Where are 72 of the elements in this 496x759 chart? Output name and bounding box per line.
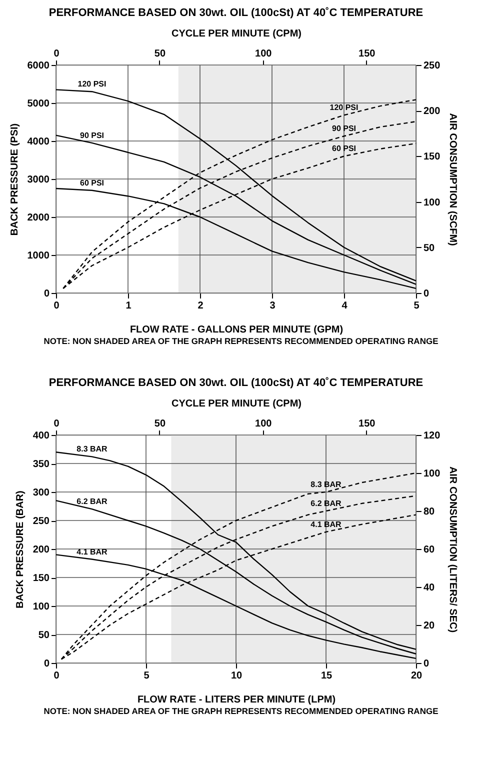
y-tick-label: 250 [32, 516, 50, 527]
x-tick-label: 0 [54, 670, 60, 682]
x-tick-label: 1 [126, 300, 132, 312]
y2-tick-label: 150 [424, 152, 441, 163]
series-label: 90 PSI [80, 130, 104, 140]
x-tick-label: 2 [198, 300, 204, 312]
y2-tick-label: 0 [424, 288, 430, 300]
y-tick-label: 100 [32, 602, 50, 612]
x-tick-label: 5 [414, 300, 420, 312]
y2-tick-label: 20 [424, 620, 436, 632]
y2-tick-label: 120 [424, 430, 441, 442]
series-label: 120 PSI [78, 80, 106, 89]
y-axis-title: BACK PRESSURE (PSI) [9, 123, 20, 236]
y-tick-label: 0 [44, 288, 50, 300]
y-tick-label: 5000 [27, 98, 50, 110]
y-tick-label: 1000 [27, 250, 50, 262]
x2-tick-label: 50 [154, 418, 166, 430]
series-label: 120 PSI [330, 103, 358, 112]
series-label: 8.3 BAR [310, 480, 342, 489]
y2-axis-title: AIR CONSUMPTION (SCFM) [447, 113, 458, 246]
y2-tick-label: 100 [424, 197, 441, 208]
y-axis-title: BACK PRESSURE (BAR) [14, 490, 26, 608]
x2-axis-title: CYCLE PER MINUTE (CPM) [172, 398, 302, 410]
y-tick-label: 150 [32, 573, 50, 584]
series-label: 4.1 BAR [310, 520, 342, 529]
chart-title: PERFORMANCE BASED ON 30wt. OIL (100cSt) AT 40˚C TEMPERATURE [48, 377, 424, 389]
x2-tick-label: 50 [154, 48, 166, 60]
y2-tick-label: 40 [424, 582, 436, 594]
y-tick-label: 4000 [27, 136, 50, 148]
x-axis-title: FLOW RATE - LITERS PER MINUTE (LPM) [137, 694, 336, 706]
x-axis-title: FLOW RATE - GALLONS PER MINUTE (GPM) [130, 324, 344, 336]
series-label: 4.1 BAR [76, 547, 108, 556]
x-tick-label: 10 [230, 670, 242, 682]
y2-tick-label: 60 [424, 544, 436, 556]
x2-axis-title: CYCLE PER MINUTE (CPM) [172, 28, 302, 40]
x-tick-label: 4 [342, 300, 348, 312]
x2-tick-label: 100 [255, 48, 272, 60]
x-tick-label: 3 [270, 300, 276, 312]
text: NOTE: NON SHADED AREA OF THE GRAPH REPRESENTS RECOMMENDED OPERATING RANGE [44, 336, 439, 346]
y-tick-label: 3000 [27, 174, 50, 186]
y2-tick-label: 250 [424, 60, 441, 72]
y-tick-label: 300 [32, 488, 50, 498]
x2-tick-label: 0 [54, 48, 60, 60]
y2-tick-label: 50 [424, 242, 436, 254]
chart-title: PERFORMANCE BASED ON 30wt. OIL (100cSt) AT 40˚C TEMPERATURE [48, 7, 424, 19]
x-tick-label: 20 [410, 670, 422, 682]
y-tick-label: 350 [32, 459, 50, 470]
y-tick-label: 6000 [27, 60, 50, 72]
series-label: 8.3 BAR [76, 444, 108, 454]
y-tick-label: 0 [44, 658, 50, 670]
x2-tick-label: 100 [255, 418, 272, 430]
x-tick-label: 15 [320, 670, 332, 682]
y2-tick-label: 200 [424, 106, 441, 118]
y2-tick-label: 100 [424, 468, 441, 480]
y2-axis-title: AIR CONSUMPTION (LITERS/ SEC) [447, 466, 458, 633]
y-tick-label: 50 [38, 630, 50, 641]
series-label: 6.2 BAR [310, 499, 342, 508]
x2-tick-label: 150 [358, 48, 376, 60]
y2-tick-label: 80 [424, 506, 436, 518]
series-label: 60 PSI [80, 178, 104, 188]
series-label: 90 PSI [332, 124, 356, 134]
x2-tick-label: 150 [358, 418, 376, 430]
x-tick-label: 0 [54, 300, 60, 312]
y-tick-label: 400 [32, 430, 50, 442]
x2-tick-label: 0 [54, 418, 60, 430]
y2-tick-label: 0 [424, 658, 430, 670]
x-tick-label: 5 [144, 670, 150, 682]
y-tick-label: 200 [32, 544, 50, 556]
series-label: 6.2 BAR [76, 497, 108, 506]
series-label: 60 PSI [332, 144, 356, 154]
text: NOTE: NON SHADED AREA OF THE GRAPH REPRESENTS RECOMMENDED OPERATING RANGE [44, 706, 439, 716]
y-tick-label: 2000 [27, 212, 50, 224]
